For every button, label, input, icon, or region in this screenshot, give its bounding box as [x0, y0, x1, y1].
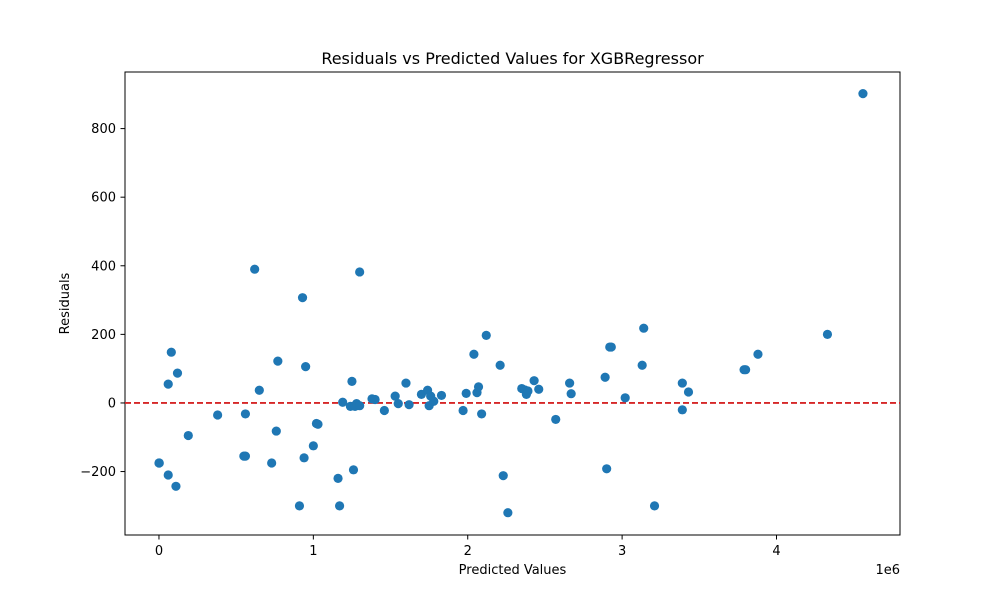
- scatter-point: [534, 384, 544, 394]
- y-tick-label: 600: [91, 191, 116, 206]
- scatter-point: [566, 389, 576, 399]
- scatter-point: [347, 376, 357, 386]
- x-tick-label: 0: [155, 544, 163, 559]
- scatter-point: [301, 362, 311, 372]
- scatter-point: [333, 473, 343, 484]
- y-tick-label: 400: [91, 259, 116, 274]
- scatter-point: [355, 267, 365, 277]
- chart-title: Residuals vs Predicted Values for XGBReg…: [321, 49, 704, 68]
- scatter-point: [683, 387, 694, 397]
- scatter-point: [250, 264, 260, 274]
- scatter-point: [299, 453, 309, 463]
- scatter-point: [313, 419, 323, 429]
- scatter-point: [649, 501, 660, 511]
- scatter-point: [183, 430, 193, 441]
- scatter-point: [355, 401, 365, 411]
- scatter-point: [469, 349, 479, 359]
- scatter-point: [639, 323, 649, 333]
- scatter-point: [401, 378, 411, 388]
- scatter-point: [390, 391, 400, 401]
- scatter-point: [677, 378, 687, 388]
- scatter-point: [473, 382, 484, 392]
- scatter-point: [172, 368, 183, 378]
- scatter-point: [458, 405, 468, 416]
- scatter-point: [565, 378, 575, 388]
- x-tick-label: 3: [618, 544, 626, 559]
- scatter-point: [637, 360, 647, 370]
- y-axis: −200 0 200 400 600 800: [80, 122, 125, 480]
- x-tick-label: 4: [772, 544, 780, 559]
- scatter-point: [267, 458, 277, 468]
- x-axis-label: Predicted Values: [459, 563, 567, 578]
- y-tick-label: 800: [91, 122, 116, 137]
- y-tick-label: −200: [80, 465, 116, 480]
- scatter-point: [503, 508, 513, 518]
- scatter-point: [477, 409, 487, 419]
- scatter-point: [551, 414, 561, 425]
- x-axis-offset-label: 1e6: [875, 563, 900, 578]
- scatter-point: [273, 356, 283, 366]
- scatter-point: [297, 293, 308, 303]
- scatter-point: [461, 388, 471, 398]
- scatter-point: [271, 426, 281, 436]
- x-axis: 0 1 2 3 4: [155, 535, 781, 559]
- scatter-point: [334, 501, 345, 511]
- scatter-point: [154, 458, 164, 468]
- y-tick-label: 0: [108, 396, 116, 411]
- scatter-point: [404, 400, 414, 410]
- y-axis-label: Residuals: [58, 272, 73, 334]
- scatter-point: [620, 393, 630, 403]
- scatter-points: [154, 89, 868, 518]
- scatter-point: [481, 330, 491, 340]
- scatter-point: [348, 465, 359, 475]
- scatter-point: [393, 399, 403, 409]
- scatter-point: [822, 329, 833, 339]
- scatter-point: [606, 342, 616, 352]
- scatter-point: [308, 441, 318, 451]
- scatter-point: [379, 405, 389, 416]
- scatter-point: [163, 379, 173, 389]
- scatter-point: [858, 89, 868, 99]
- scatter-point: [741, 365, 751, 375]
- scatter-point: [294, 501, 305, 511]
- scatter-point: [370, 394, 380, 405]
- x-tick-label: 2: [464, 544, 472, 559]
- scatter-point: [429, 396, 439, 406]
- scatter-point: [529, 376, 539, 386]
- scatter-point: [240, 409, 251, 419]
- scatter-point: [171, 481, 181, 491]
- scatter-point: [166, 347, 176, 357]
- scatter-point: [338, 397, 348, 407]
- scatter-point: [254, 385, 264, 395]
- x-tick-label: 1: [309, 544, 317, 559]
- scatter-point: [163, 470, 173, 480]
- scatter-point: [240, 451, 251, 461]
- scatter-point: [677, 405, 687, 415]
- scatter-point: [753, 349, 763, 359]
- scatter-point: [213, 410, 223, 420]
- scatter-point: [436, 390, 447, 401]
- scatter-point: [495, 360, 505, 370]
- scatter-point: [498, 471, 508, 481]
- plot-frame: [124, 71, 901, 536]
- scatter-point: [523, 386, 533, 396]
- y-tick-label: 200: [91, 328, 116, 343]
- scatter-point: [602, 464, 612, 474]
- scatter-point: [600, 372, 610, 382]
